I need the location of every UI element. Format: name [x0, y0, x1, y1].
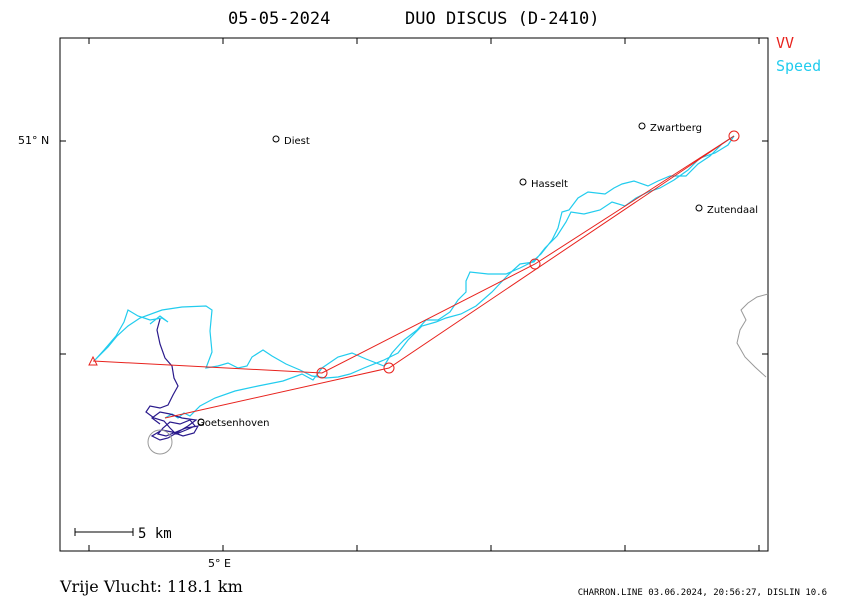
- task-start-marker: [88, 355, 98, 366]
- start-zone: [147, 429, 173, 455]
- flight-distance: Vrije Vlucht: 118.1 km: [60, 577, 243, 596]
- legend-speed: Speed: [776, 57, 822, 75]
- turnpoint-marker: [529, 258, 541, 270]
- speed-track: [94, 135, 735, 419]
- scale-label: 5 km: [138, 526, 172, 542]
- place-label-zutendaal: Zutendaal: [707, 205, 758, 216]
- lat-axis-label: 51° N: [18, 134, 50, 147]
- place-marker-goetsenhoven: [197, 418, 205, 426]
- glider-name: DUO DISCUS (D-2410): [405, 9, 600, 29]
- turnpoint-marker: [728, 130, 740, 142]
- footer-credit: CHARRON.LINE 03.06.2024, 20:56:27, DISLI…: [577, 588, 827, 598]
- place-marker-zwartberg: [638, 122, 646, 130]
- legend-vv: VV: [776, 34, 795, 52]
- place-label-zwartberg: Zwartberg: [650, 123, 702, 134]
- place-marker-zutendaal: [695, 204, 703, 212]
- flight-date: 05-05-2024: [228, 9, 331, 29]
- turnpoint-marker: [316, 367, 328, 379]
- place-marker-diest: [272, 135, 280, 143]
- turnpoint-marker: [383, 362, 395, 374]
- task-line: [92, 135, 735, 419]
- place-label-diest: Diest: [284, 136, 310, 147]
- map-frame: [59, 37, 769, 552]
- lon-axis-label: 5° E: [208, 557, 231, 570]
- place-marker-hasselt: [519, 178, 527, 186]
- border-line: [736, 293, 769, 378]
- place-label-goetsenhoven: Goetsenhoven: [197, 418, 270, 429]
- place-label-hasselt: Hasselt: [531, 179, 568, 190]
- climb-track: [145, 318, 200, 441]
